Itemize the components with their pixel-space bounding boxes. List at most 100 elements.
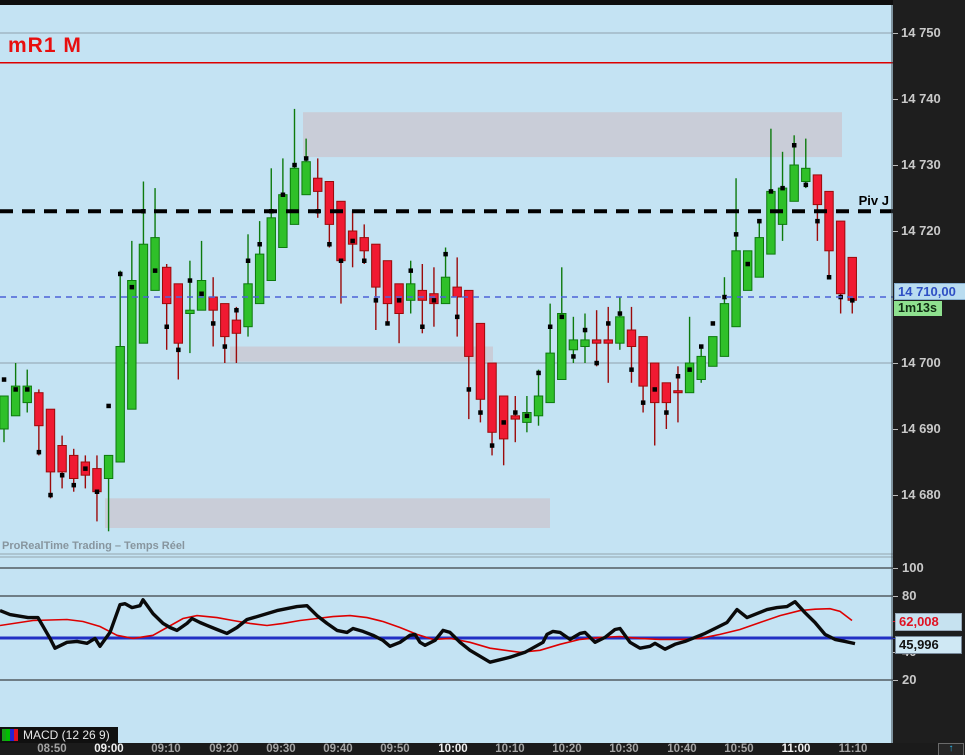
candlestick-chart — [0, 0, 893, 556]
candle-body — [626, 329, 637, 347]
stochastic-panel[interactable]: MACD (12 26 9) — [0, 556, 893, 743]
candle-body — [801, 167, 811, 183]
price-tick-label: 14 700 — [901, 355, 941, 370]
trade-dot — [292, 162, 297, 168]
time-tick-label: 10:30 — [609, 743, 639, 755]
candle-body — [661, 382, 672, 404]
candle-body — [57, 445, 67, 473]
trade-dot — [362, 258, 367, 263]
candle-body — [301, 161, 311, 196]
candle-body — [382, 260, 393, 305]
time-tick-label: 10:00 — [438, 743, 468, 755]
candle-body — [347, 230, 358, 245]
osc-tick-mark — [893, 568, 898, 569]
trade-dot — [443, 251, 448, 257]
macd-label-bar[interactable]: MACD (12 26 9) — [0, 727, 118, 743]
trade-dot — [164, 324, 169, 329]
scroll-to-latest-button[interactable]: ↑ — [938, 743, 964, 755]
trade-dot — [571, 354, 576, 359]
price-tick-label: 14 750 — [901, 25, 941, 40]
macd-icon-stripe — [10, 729, 14, 741]
candle-body — [103, 454, 114, 479]
trade-dot — [106, 403, 111, 409]
candle-body — [545, 352, 555, 404]
time-tick-label: 09:00 — [94, 743, 124, 755]
trade-dot — [13, 387, 18, 392]
candle-body — [591, 339, 602, 344]
time-tick-label: 11:00 — [781, 743, 811, 755]
candle-body — [684, 362, 695, 394]
trade-dot — [606, 321, 611, 326]
trade-dot — [327, 242, 332, 247]
candle-body — [266, 217, 276, 282]
trade-dot — [675, 374, 681, 379]
time-tick-label: 10:20 — [552, 743, 582, 755]
trade-dot — [791, 143, 797, 148]
candle-body — [417, 289, 428, 301]
macd-icon-stripe — [14, 729, 18, 741]
trade-dot — [652, 387, 658, 392]
time-axis[interactable]: ↑ 08:50 09:00 09:10 09:20 09:30 09:40 09:50 10:… — [0, 743, 965, 755]
time-tick-label: 11:10 — [838, 743, 868, 755]
price-axis[interactable]: 14 710,00 1m13s 14 750 14 740 14 730 14 720… — [893, 0, 965, 556]
trade-dot — [559, 314, 565, 320]
candle-body — [161, 266, 172, 305]
price-tick-label: 14 740 — [901, 91, 941, 106]
trade-dot — [687, 367, 692, 372]
trade-dot — [640, 400, 646, 405]
trade-dot — [176, 347, 181, 353]
price-tick-mark — [893, 231, 898, 232]
mr1-level-label: mR1 M — [8, 34, 82, 57]
stochastic-chart — [0, 556, 893, 743]
trade-dot — [385, 321, 390, 326]
price-chart-panel[interactable]: mR1 M Piv J ProRealTime Trading – Temps … — [0, 0, 893, 556]
trade-dot — [59, 473, 65, 478]
candle-body — [615, 316, 625, 344]
trade-dot — [768, 189, 774, 194]
trade-dot — [454, 314, 460, 320]
candle-body — [487, 362, 497, 433]
trade-dot — [83, 466, 88, 471]
macd-icon-stripe — [2, 729, 6, 741]
trade-dot — [48, 492, 53, 498]
up-arrow-icon: ↑ — [948, 743, 954, 754]
trade-dot — [617, 311, 623, 316]
candle-body — [243, 283, 253, 328]
candle-body — [278, 194, 288, 248]
candle-body — [127, 280, 137, 410]
candle-body — [92, 468, 102, 493]
trade-dot — [826, 275, 832, 280]
trade-dot — [94, 489, 100, 494]
trade-dot — [547, 324, 553, 329]
candle-body — [789, 164, 799, 202]
candle-body — [824, 190, 834, 252]
time-tick-label: 09:40 — [323, 743, 353, 755]
candle-body — [835, 220, 846, 295]
price-tick-mark — [893, 495, 898, 496]
candle-body — [766, 190, 776, 255]
candle-body — [498, 395, 509, 440]
price-tick-mark — [893, 429, 898, 430]
candle-body — [708, 336, 718, 367]
candle-body — [452, 286, 462, 298]
candle-body — [673, 390, 683, 394]
candle-body — [254, 253, 265, 305]
trade-dot — [1, 377, 7, 382]
trade-dot — [722, 294, 727, 300]
candle-body — [731, 250, 741, 328]
trade-dot — [536, 370, 541, 376]
candle-body — [464, 289, 474, 357]
candle-body — [568, 339, 579, 351]
price-tick-mark — [893, 99, 898, 100]
candle-body — [231, 319, 242, 334]
trade-dot — [582, 327, 588, 333]
candle-body — [603, 339, 613, 344]
osc-tick-label: 100 — [902, 560, 924, 575]
macd-indicator-icon — [2, 729, 18, 741]
price-tick-mark — [893, 33, 898, 34]
macd-icon-stripe — [6, 729, 10, 741]
candle-body — [440, 276, 451, 305]
candle-body — [696, 355, 706, 380]
